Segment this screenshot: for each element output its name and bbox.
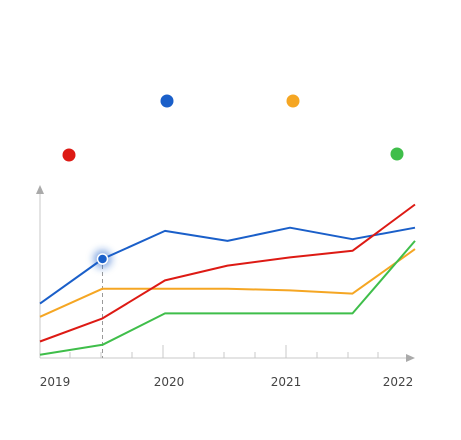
legend bbox=[62, 94, 404, 162]
legend-marker-2[interactable] bbox=[62, 148, 76, 162]
highlight-marker[interactable] bbox=[93, 250, 112, 268]
x-tick-label-2021: 2021 bbox=[271, 375, 302, 389]
x-axis-ticks bbox=[69, 345, 379, 358]
highlight-point[interactable] bbox=[96, 253, 109, 265]
x-tick-label-2022: 2022 bbox=[383, 375, 414, 389]
legend-marker-1[interactable] bbox=[286, 94, 300, 108]
series-line-2 bbox=[39, 203, 416, 343]
series-line-3 bbox=[39, 240, 416, 356]
x-axis bbox=[40, 354, 415, 362]
legend-marker-3[interactable] bbox=[390, 147, 404, 161]
series-lines bbox=[39, 203, 416, 356]
y-axis bbox=[36, 185, 44, 358]
x-axis-labels: 2019 2020 2021 2022 bbox=[40, 375, 414, 389]
legend-marker-0[interactable] bbox=[160, 94, 174, 108]
series-line-1 bbox=[39, 248, 416, 318]
x-tick-label-2020: 2020 bbox=[154, 375, 185, 389]
x-tick-label-2019: 2019 bbox=[40, 375, 71, 389]
